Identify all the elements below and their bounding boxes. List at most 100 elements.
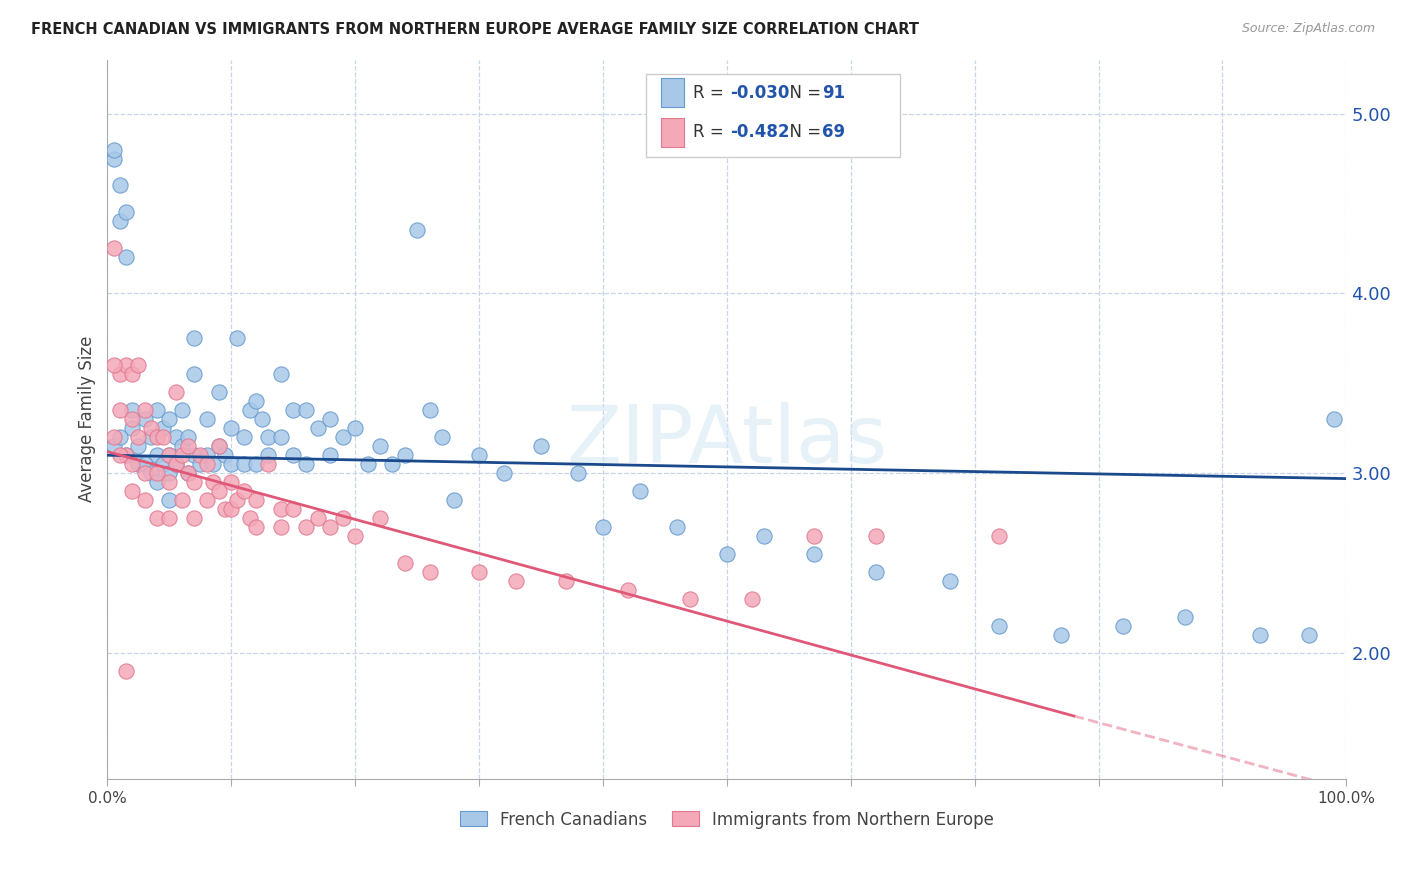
Y-axis label: Average Family Size: Average Family Size [79, 336, 96, 502]
Point [195, 457, 218, 471]
Point [226, 331, 249, 345]
Point [170, 493, 193, 508]
Text: R =: R = [693, 84, 730, 102]
Point [356, 457, 378, 471]
Point [443, 493, 465, 508]
Text: N =: N = [779, 84, 827, 102]
Text: N =: N = [779, 123, 827, 142]
Point [115, 448, 138, 462]
Point [344, 421, 367, 435]
Point [121, 484, 143, 499]
Text: 69: 69 [823, 123, 845, 142]
Point [214, 502, 236, 516]
Point [332, 511, 354, 525]
Point [270, 502, 292, 516]
Point [170, 448, 193, 462]
Point [183, 475, 205, 490]
Point [1174, 610, 1197, 624]
Point [219, 502, 242, 516]
Point [988, 529, 1011, 543]
Point [127, 457, 149, 471]
Point [183, 331, 205, 345]
Point [108, 448, 131, 462]
Point [252, 412, 274, 426]
Point [108, 178, 131, 193]
Point [418, 565, 440, 579]
Point [394, 448, 416, 462]
Point [108, 430, 131, 444]
Point [257, 448, 280, 462]
Point [103, 241, 125, 255]
Text: R =: R = [693, 123, 730, 142]
Point [103, 143, 125, 157]
Point [127, 439, 149, 453]
Point [157, 467, 180, 481]
Point [157, 448, 180, 462]
Point [165, 430, 187, 444]
Point [865, 529, 887, 543]
Point [592, 520, 614, 534]
Point [103, 152, 125, 166]
Point [165, 457, 187, 471]
Point [208, 439, 231, 453]
Point [283, 403, 305, 417]
Point [214, 448, 236, 462]
Point [803, 547, 825, 561]
Point [134, 412, 156, 426]
Point [245, 394, 267, 409]
Point [177, 430, 200, 444]
Point [139, 467, 162, 481]
Point [121, 421, 143, 435]
Point [307, 421, 329, 435]
Point [165, 457, 187, 471]
Point [257, 430, 280, 444]
Point [103, 359, 125, 373]
FancyBboxPatch shape [647, 74, 900, 157]
Point [468, 565, 491, 579]
Point [177, 467, 200, 481]
Point [146, 448, 169, 462]
Point [245, 457, 267, 471]
Point [219, 421, 242, 435]
Bar [661, 118, 683, 147]
Point [152, 457, 174, 471]
Point [239, 511, 262, 525]
Point [177, 439, 200, 453]
Point [115, 359, 138, 373]
Point [208, 439, 231, 453]
Point [1249, 628, 1271, 642]
Bar [661, 78, 683, 107]
Point [239, 403, 262, 417]
Point [134, 403, 156, 417]
Point [939, 574, 962, 588]
Text: 91: 91 [823, 84, 845, 102]
Point [245, 493, 267, 508]
Point [283, 502, 305, 516]
Point [294, 520, 316, 534]
Point [127, 359, 149, 373]
Point [201, 457, 224, 471]
Point [294, 403, 316, 417]
Point [121, 412, 143, 426]
Point [257, 457, 280, 471]
Point [183, 511, 205, 525]
Point [127, 430, 149, 444]
Point [157, 448, 180, 462]
Point [195, 412, 218, 426]
Point [103, 430, 125, 444]
Text: -0.030: -0.030 [731, 84, 790, 102]
Point [152, 430, 174, 444]
Point [232, 457, 254, 471]
Point [332, 430, 354, 444]
Point [157, 475, 180, 490]
Point [146, 403, 169, 417]
Point [157, 493, 180, 508]
Point [134, 493, 156, 508]
Point [188, 448, 211, 462]
Point [554, 574, 576, 588]
Point [270, 368, 292, 382]
Point [468, 448, 491, 462]
Point [115, 664, 138, 678]
Point [121, 368, 143, 382]
Point [505, 574, 527, 588]
